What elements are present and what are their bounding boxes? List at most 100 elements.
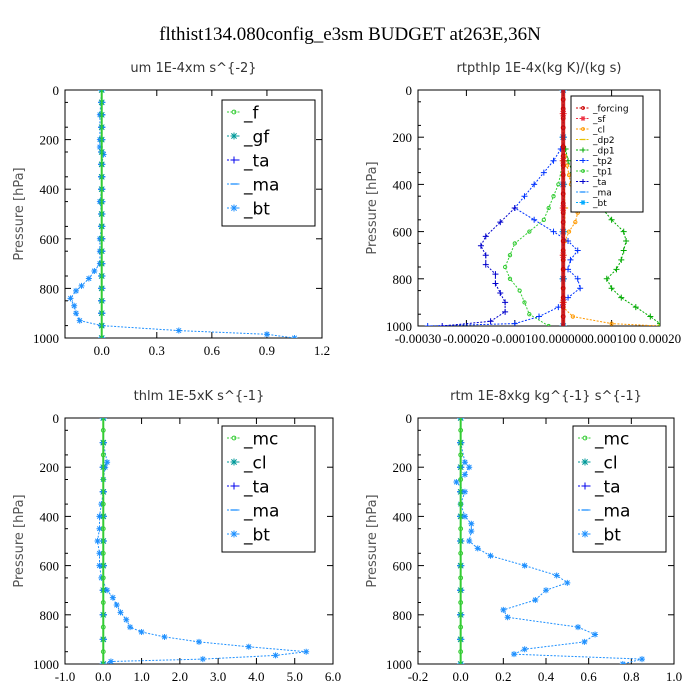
data-point: [619, 661, 626, 664]
data-point: [541, 217, 546, 222]
x-tick-label: 5.0: [287, 669, 303, 684]
data-point: [497, 219, 504, 226]
x-tick-label: 1.0: [666, 669, 682, 684]
legend-marker: [581, 458, 589, 466]
data-point: [521, 646, 528, 653]
legend-label: _ta: [243, 151, 270, 171]
legend-marker: [581, 482, 589, 490]
data-point: [618, 256, 625, 263]
x-tick-label: 6.0: [325, 669, 341, 684]
y-tick-label: 600: [40, 232, 60, 247]
data-point: [453, 478, 460, 485]
panel-title: um 1E-4xm s^{-2}: [130, 61, 256, 76]
data-point: [565, 266, 572, 273]
legend-label: _gf: [243, 127, 270, 147]
data-point: [468, 520, 475, 527]
data-point: [96, 513, 103, 520]
data-point: [96, 144, 103, 151]
data-point: [551, 194, 556, 199]
data-point: [647, 313, 654, 320]
data-point: [522, 300, 527, 305]
y-tick-label: 1000: [386, 657, 412, 672]
data-point: [73, 310, 80, 317]
legend-label: _bt: [592, 199, 607, 209]
data-point: [138, 629, 145, 636]
data-point: [507, 276, 513, 281]
x-tick-label: 0.00020: [639, 331, 681, 346]
panel-title: rtm 1E-8xkg kg^{-1} s^{-1}: [450, 389, 642, 404]
data-point: [507, 253, 513, 258]
x-tick-label: 0.000100: [587, 331, 636, 346]
panel-um: um 1E-4xm s^{-2} Pressure [hPa] 0 200 400 600…: [12, 61, 330, 358]
y-tick-label: 1000: [33, 657, 59, 672]
data-point: [546, 205, 551, 211]
data-point: [609, 321, 614, 326]
data-point: [477, 242, 484, 249]
data-point: [511, 320, 518, 326]
data-point: [113, 601, 120, 608]
data-point: [531, 216, 538, 223]
legend-marker: [582, 435, 588, 441]
x-tick-label: 0.6: [581, 669, 598, 684]
data-point: [474, 545, 481, 552]
data-point: [109, 594, 116, 601]
data-point: [291, 335, 298, 338]
y-tick-label: 200: [40, 460, 60, 475]
data-point: [502, 308, 509, 315]
legend: _mc _cl _ta _ma _bt: [572, 425, 667, 553]
data-point: [492, 280, 499, 287]
data-point: [482, 252, 489, 259]
data-point: [613, 266, 620, 273]
legend-label: _mc: [243, 429, 278, 449]
data-point: [639, 656, 645, 663]
series-layer: [453, 418, 645, 664]
legend-box: [570, 95, 644, 213]
x-tick-label: 0.0: [453, 669, 469, 684]
data-point: [466, 464, 473, 471]
y-tick-label: 800: [40, 608, 60, 623]
data-point: [78, 282, 85, 289]
data-point: [603, 275, 610, 282]
data-point: [502, 264, 508, 270]
data-point: [492, 271, 499, 278]
data-point: [608, 285, 615, 292]
data-point: [555, 304, 562, 311]
data-point: [527, 312, 532, 317]
data-point: [461, 513, 468, 520]
y-tick-label: 400: [393, 177, 413, 192]
data-point: [550, 228, 557, 235]
data-point: [502, 299, 509, 306]
legend-marker: [230, 156, 238, 164]
data-point: [540, 169, 547, 176]
series-layer: [424, 90, 660, 326]
legend-marker: [580, 158, 586, 163]
data-point: [500, 606, 507, 613]
x-tick-label: -0.00030: [395, 331, 442, 346]
plot-frame: [64, 417, 334, 665]
data-point: [76, 317, 83, 324]
legend-box: [221, 99, 316, 227]
data-point: [123, 616, 130, 623]
data-point: [581, 638, 588, 645]
data-point: [620, 228, 627, 235]
data-point: [553, 572, 560, 579]
y-tick-label: 800: [393, 272, 413, 287]
data-point: [536, 313, 542, 320]
data-point: [567, 256, 574, 263]
y-tick-label: 0: [53, 411, 60, 426]
data-point: [73, 287, 80, 294]
series-line: [455, 418, 643, 664]
data-point: [107, 658, 114, 664]
y-tick-label: 600: [393, 225, 413, 240]
legend-label: _ma: [592, 188, 612, 198]
data-point: [468, 528, 475, 535]
data-point: [550, 157, 557, 164]
legend-marker: [581, 127, 585, 131]
data-point: [575, 624, 581, 631]
y-axis-label: Pressure [hPa]: [12, 494, 27, 587]
data-point: [424, 323, 431, 326]
legend-marker: [231, 435, 237, 441]
legend-label: _tp1: [592, 167, 612, 177]
x-tick-label: 0.6: [204, 343, 221, 358]
data-point: [564, 579, 571, 586]
